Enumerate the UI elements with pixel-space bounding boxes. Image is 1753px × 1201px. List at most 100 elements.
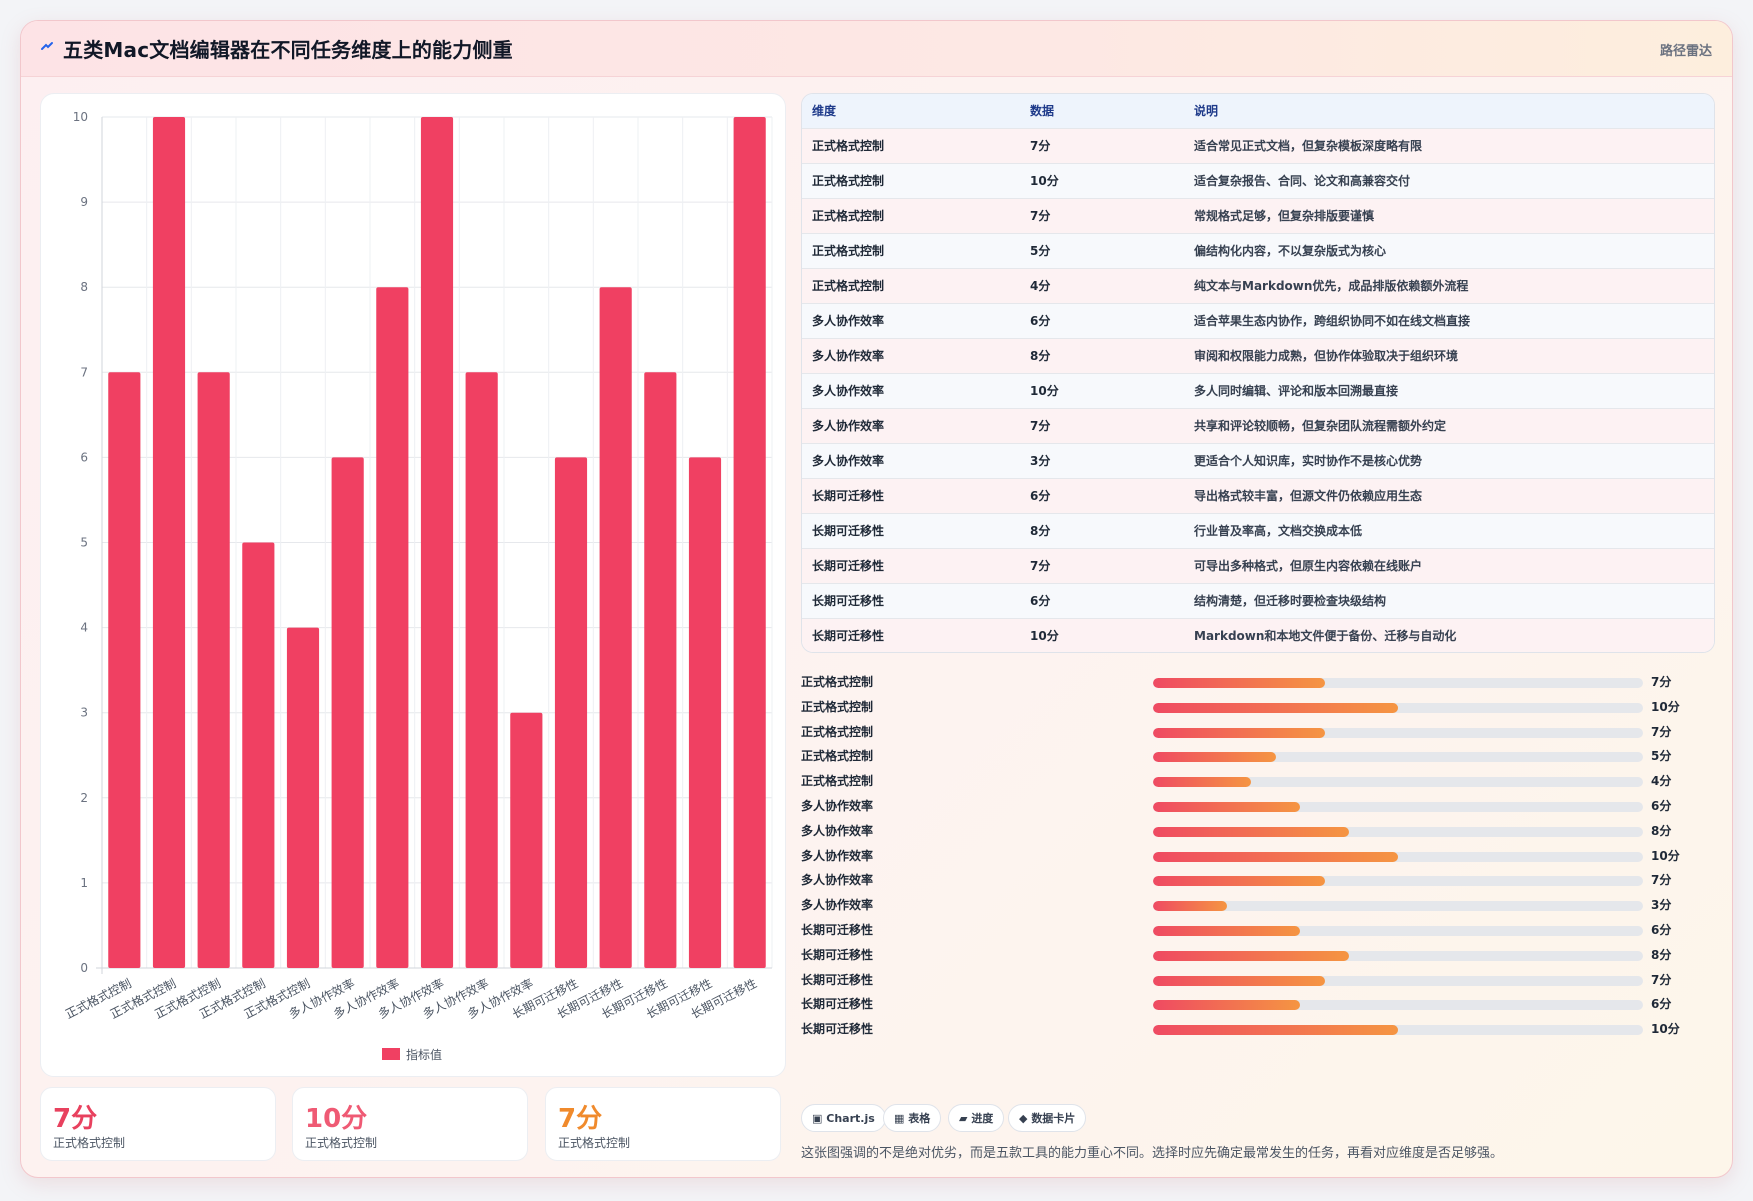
value-cell: 10分 [1020, 617, 1184, 652]
y-tick-label: 3 [80, 706, 88, 720]
progress-row: 正式格式控制 7分 [801, 721, 1715, 741]
description-cell: 行业普及率高，文档交换成本低 [1184, 512, 1714, 548]
data-table-panel: 维度 数据 说明 正式格式控制 7分 适合常见正式文档，但复杂模板深度略有限 正式格式… [801, 93, 1715, 653]
chip-chart: ▣ Chart.js [801, 1104, 886, 1132]
column-header-value: 数据 [1020, 94, 1184, 128]
dimension-cell: 正式格式控制 [802, 127, 1020, 163]
stat-value: 10分 [305, 1104, 368, 1134]
bar [242, 542, 275, 968]
progress-value: 7分 [1651, 873, 1672, 888]
legend-swatch [382, 1048, 400, 1060]
progress-value: 10分 [1651, 699, 1680, 714]
progress-track [1153, 975, 1643, 986]
description-cell: Markdown和本地文件便于备份、迁移与自动化 [1184, 617, 1714, 652]
table-row: 长期可迁移性 8分 行业普及率高，文档交换成本低 [802, 512, 1714, 548]
y-tick-label: 8 [80, 280, 88, 294]
value-cell: 7分 [1020, 407, 1184, 443]
description-cell: 多人同时编辑、评论和版本回溯最直接 [1184, 372, 1714, 408]
progress-label: 多人协作效率 [801, 823, 874, 838]
progress-label: 正式格式控制 [801, 749, 874, 764]
dimension-cell: 长期可迁移性 [802, 512, 1020, 548]
progress-row: 长期可迁移性 6分 [801, 993, 1715, 1013]
chip-label: 进度 [971, 1112, 994, 1125]
dimension-cell: 正式格式控制 [802, 267, 1020, 303]
progress-track [1153, 826, 1643, 837]
chart-icon: ▣ [812, 1112, 823, 1125]
progress-fill [1153, 678, 1325, 688]
column-header-description: 说明 [1184, 94, 1714, 128]
bar [420, 117, 454, 968]
y-tick-label: 2 [80, 791, 88, 805]
value-cell: 10分 [1020, 372, 1184, 408]
table-row: 长期可迁移性 10分 Markdown和本地文件便于备份、迁移与自动化 [802, 617, 1714, 652]
progress-row: 多人协作效率 3分 [801, 894, 1715, 914]
bar [331, 457, 364, 968]
table-row: 正式格式控制 7分 常规格式足够，但复杂排版要谨慎 [802, 197, 1714, 233]
progress-row: 长期可迁移性 8分 [801, 944, 1715, 964]
progress-track [1153, 727, 1643, 738]
dimension-cell: 长期可迁移性 [802, 582, 1020, 618]
stat-label: 正式格式控制 [305, 1136, 378, 1150]
progress-track [1153, 777, 1643, 788]
header: 五类Mac文档编辑器在不同任务维度上的能力侧重 路径雷达 [21, 21, 1732, 77]
description-cell: 偏结构化内容，不以复杂版式为核心 [1184, 232, 1714, 268]
bar [465, 372, 498, 968]
table-row: 长期可迁移性 6分 结构清楚，但迁移时要检查块级结构 [802, 582, 1714, 618]
bar [197, 372, 230, 968]
table-row: 多人协作效率 7分 共享和评论较顺畅，但复杂团队流程需额外约定 [802, 407, 1714, 443]
bar [510, 712, 543, 968]
progress-row: 多人协作效率 10分 [801, 845, 1715, 865]
dimension-cell: 长期可迁移性 [802, 477, 1020, 513]
progress-row: 长期可迁移性 7分 [801, 969, 1715, 989]
progress-track [1153, 950, 1643, 961]
dimension-cell: 正式格式控制 [802, 197, 1020, 233]
progress-label: 多人协作效率 [801, 848, 874, 863]
table-row: 长期可迁移性 6分 导出格式较丰富，但源文件仍依赖应用生态 [802, 477, 1714, 513]
progress-fill [1153, 901, 1227, 912]
progress-row: 多人协作效率 7分 [801, 869, 1715, 889]
y-tick-label: 1 [80, 876, 88, 890]
dimension-cell: 正式格式控制 [802, 162, 1020, 198]
progress-label: 正式格式控制 [801, 699, 874, 714]
progress-value: 8分 [1651, 947, 1672, 962]
progress-fill [1153, 777, 1251, 788]
dimension-cell: 长期可迁移性 [802, 547, 1020, 583]
data-table: 维度 数据 说明 正式格式控制 7分 适合常见正式文档，但复杂模板深度略有限 正式格式… [802, 94, 1714, 652]
chip-card: ◆ 数据卡片 [1008, 1104, 1087, 1132]
chip-progress: ▰ 进度 [948, 1104, 1005, 1132]
dimension-cell: 多人协作效率 [802, 407, 1020, 443]
progress-row: 多人协作效率 8分 [801, 820, 1715, 840]
y-tick-label: 7 [80, 365, 88, 379]
progress-row: 正式格式控制 4分 [801, 770, 1715, 790]
progress-icon: ▰ [959, 1112, 968, 1125]
progress-label: 长期可迁移性 [801, 923, 874, 937]
dimension-cell: 多人协作效率 [802, 337, 1020, 373]
value-cell: 4分 [1020, 267, 1184, 303]
stat-label: 正式格式控制 [558, 1136, 631, 1150]
table-row: 长期可迁移性 7分 可导出多种格式，但原生内容依赖在线账户 [802, 547, 1714, 583]
progress-value: 6分 [1651, 997, 1672, 1012]
progress-label: 长期可迁移性 [801, 972, 874, 987]
bar-chart-panel: 0 1 2 3 4 5 6 7 8 9 10 正式格式控制 正式格式控制 正式格式控制 正式格式控制 正式格式… [40, 93, 786, 1077]
bar-chart: 012345678910正式格式控制正式格式控制正式格式控制正式格式控制正式格式… [63, 110, 773, 1062]
bar [554, 457, 588, 968]
progress-label: 长期可迁移性 [801, 947, 874, 962]
description-cell: 审阅和权限能力成熟，但协作体验取决于组织环境 [1184, 337, 1714, 373]
progress-row: 正式格式控制 7分 [801, 671, 1715, 691]
progress-track [1153, 1025, 1643, 1036]
description-cell: 纯文本与Markdown优先，成品排版依赖额外流程 [1184, 267, 1714, 303]
column-header-dimension: 维度 [802, 94, 1020, 128]
progress-track [1153, 702, 1643, 713]
table-icon: ▦ [894, 1112, 905, 1125]
progress-row: 长期可迁移性 6分 [801, 919, 1715, 939]
table-row: 多人协作效率 6分 适合苹果生态内协作，跨组织协同不如在线文档直接 [802, 302, 1714, 338]
progress-value: 5分 [1651, 749, 1672, 764]
y-tick-label: 6 [80, 450, 88, 464]
legend-label: 指标值 [406, 1047, 442, 1062]
bar [599, 287, 632, 968]
description-cell: 导出格式较丰富，但源文件仍依赖应用生态 [1184, 477, 1714, 513]
description-cell: 共享和评论较顺畅，但复杂团队流程需额外约定 [1184, 407, 1714, 443]
progress-track [1153, 678, 1643, 688]
bar [376, 287, 409, 968]
value-cell: 6分 [1020, 302, 1184, 338]
